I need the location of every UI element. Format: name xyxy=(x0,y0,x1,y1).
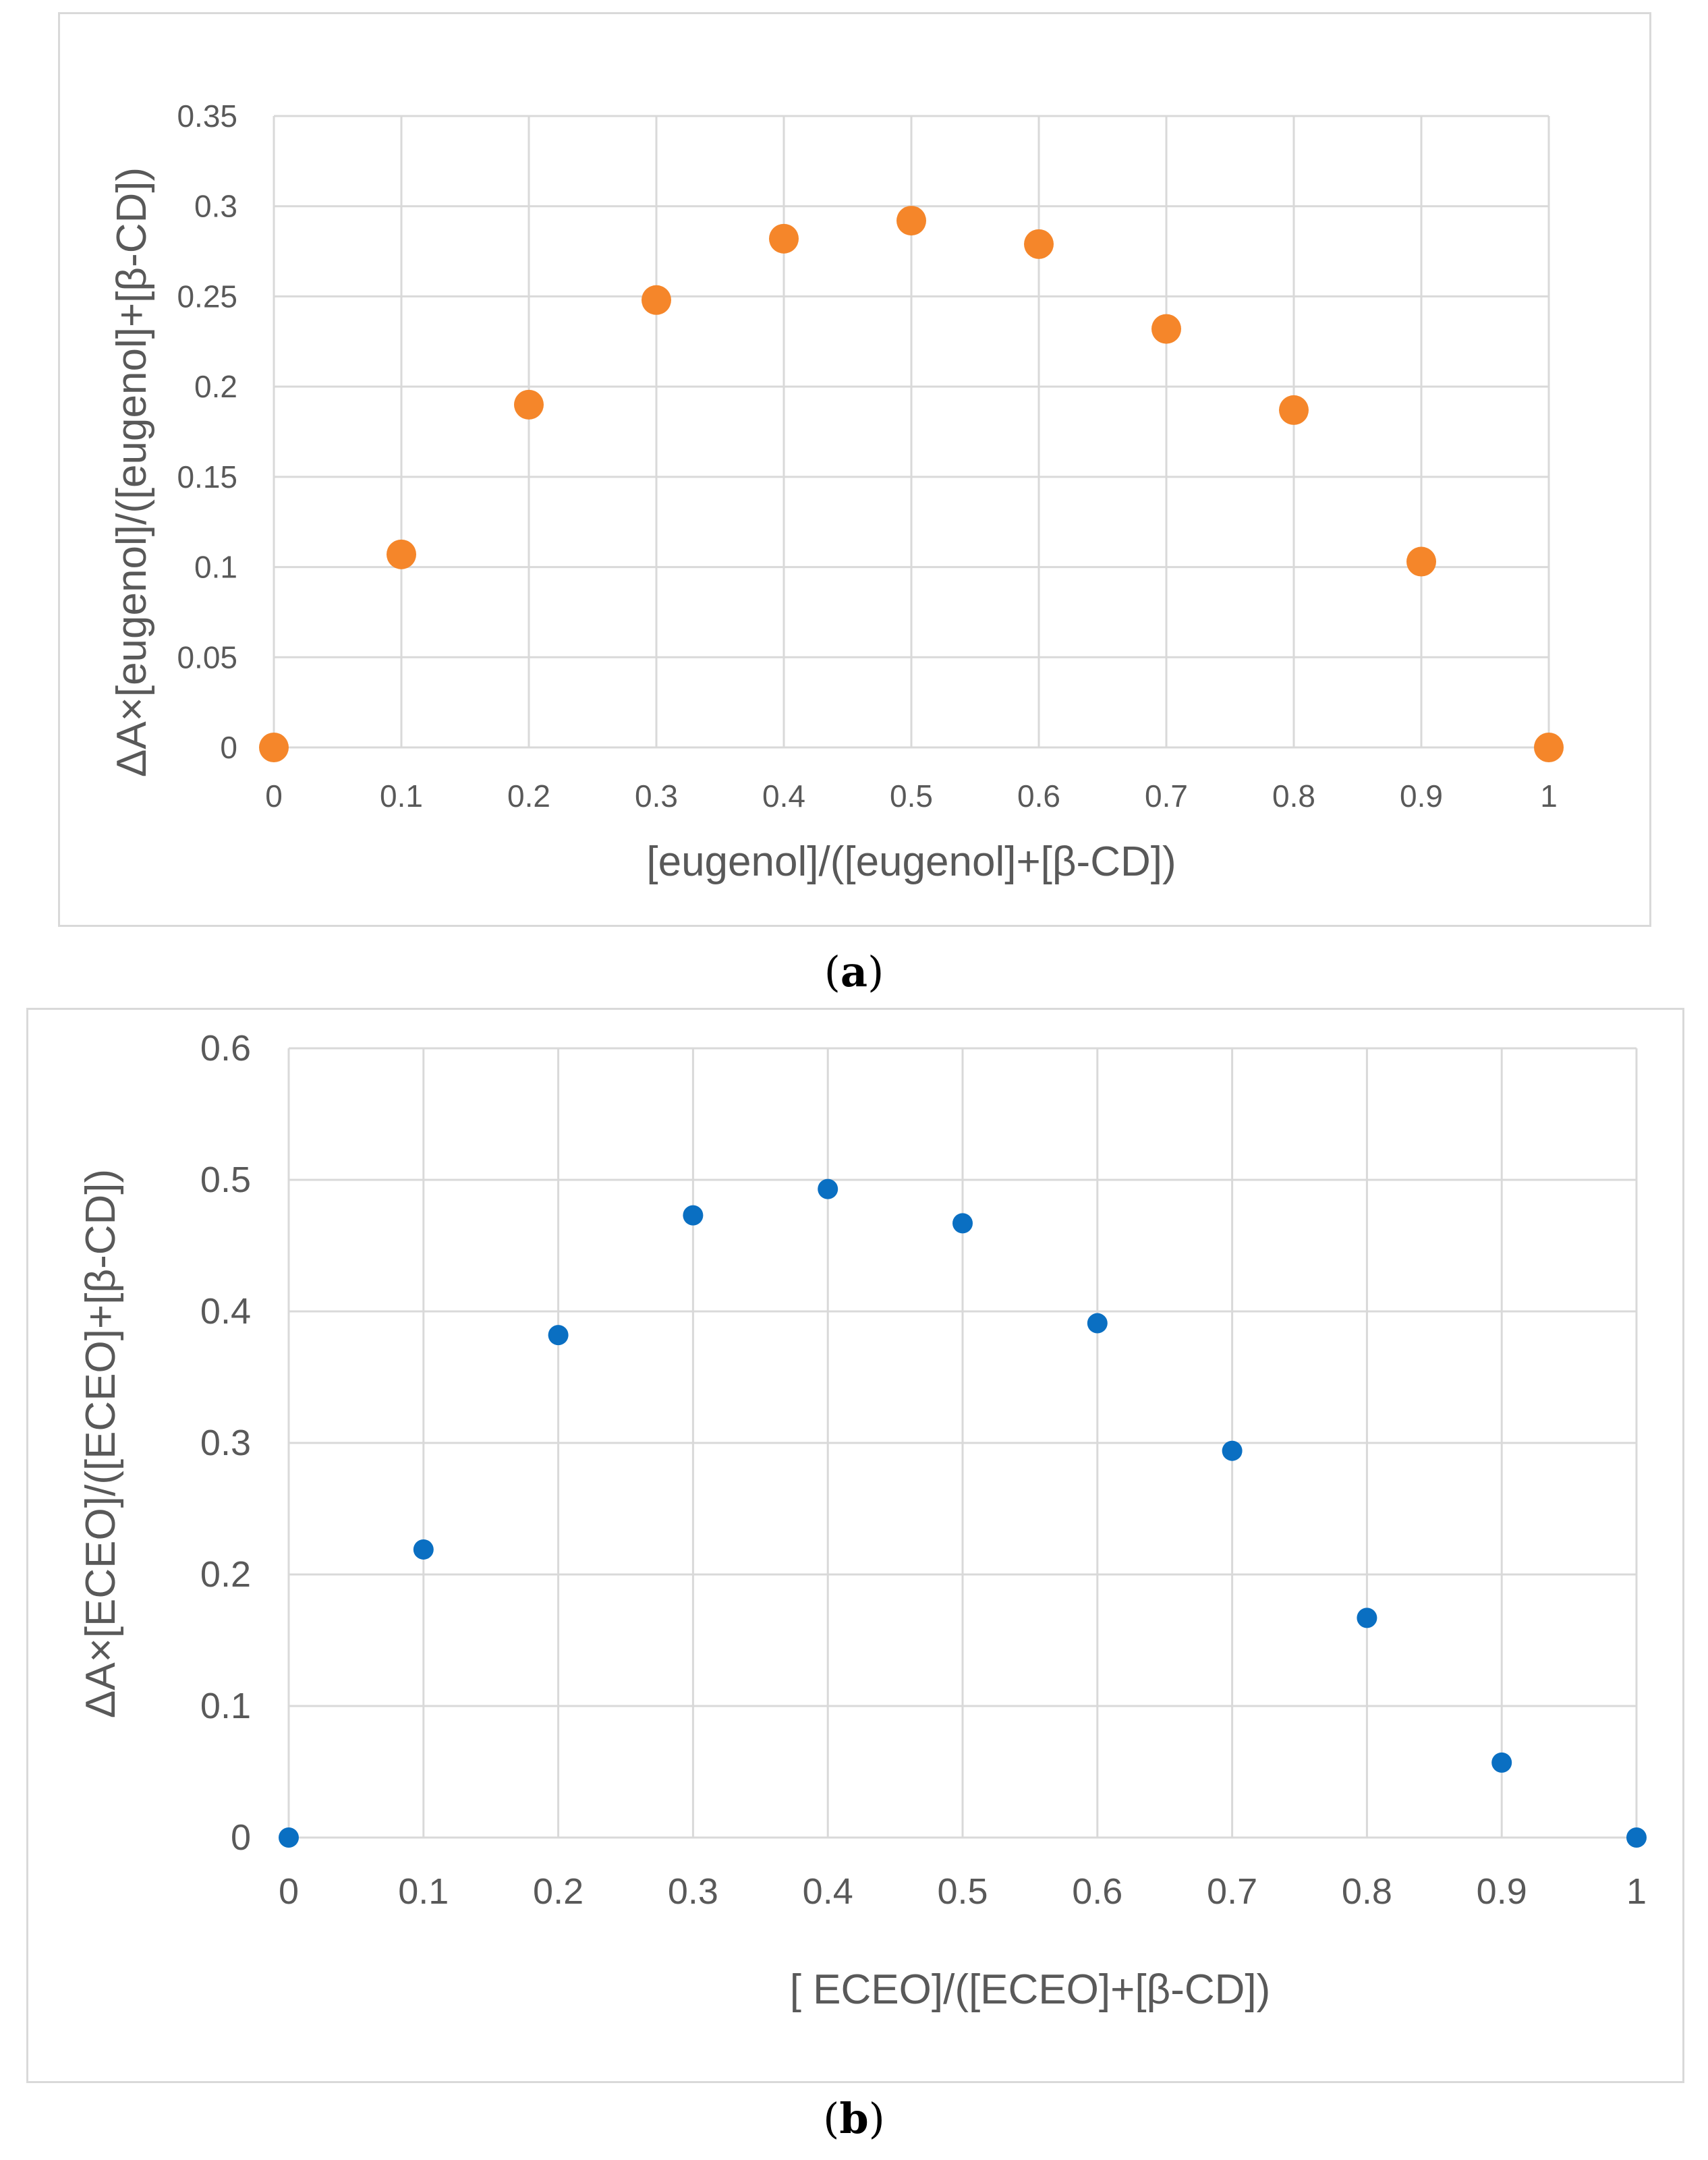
chart-a-points xyxy=(259,206,1564,762)
chart-b-data-point xyxy=(1222,1440,1243,1461)
chart-a-x-tick-label: 0.6 xyxy=(1017,778,1060,814)
chart-a-x-tick-label: 0.9 xyxy=(1400,778,1443,814)
chart-b-x-tick-label: 0.1 xyxy=(398,1871,449,1912)
chart-a-data-point xyxy=(642,285,671,315)
chart-b-x-tick-label: 0.2 xyxy=(533,1871,583,1912)
chart-a-y-tick-label: 0.3 xyxy=(194,189,237,224)
chart-a-data-point xyxy=(1024,229,1054,259)
chart-a-y-tick-label: 0.35 xyxy=(177,98,237,134)
chart-b-x-tick-label: 1 xyxy=(1626,1871,1647,1912)
chart-b-x-tick-label: 0.5 xyxy=(937,1871,988,1912)
chart-a-y-tick-label: 0.25 xyxy=(177,279,237,314)
chart-a-x-tick-label: 0.2 xyxy=(507,778,550,814)
chart-b-data-point xyxy=(413,1539,434,1560)
chart-a-y-tick-label: 0 xyxy=(220,730,237,765)
chart-b-data-point xyxy=(683,1205,704,1226)
chart-a-x-ticks: 0 0.1 0.2 0.3 0.4 0.5 0.6 0.7 0.8 0.9 1 xyxy=(265,778,1558,814)
chart-b-y-tick-label: 0.6 xyxy=(200,1028,251,1069)
chart-a-grid xyxy=(273,115,1550,749)
chart-b-y-tick-label: 0 xyxy=(231,1817,251,1858)
chart-b-data-point xyxy=(952,1213,973,1234)
chart-a-x-axis-label: [eugenol]/([eugenol]+[β-CD]) xyxy=(646,839,1176,885)
chart-a-x-tick-label: 0.8 xyxy=(1272,778,1315,814)
chart-a-y-tick-label: 0.05 xyxy=(177,640,237,675)
chart-a-x-tick-label: 0.4 xyxy=(762,778,805,814)
chart-a: 0 0.05 0.1 0.15 0.2 0.25 0.3 0.35 0 0.1 0.2 0.3 0.4… xyxy=(109,98,1564,885)
chart-b-data-point xyxy=(1626,1827,1647,1848)
chart-a-x-tick-label: 0.5 xyxy=(890,778,933,814)
chart-b-data-point xyxy=(818,1178,838,1199)
panel-a-caption: (a) xyxy=(824,947,884,996)
chart-b-data-point xyxy=(548,1325,569,1346)
chart-b-y-tick-label: 0.5 xyxy=(200,1160,251,1200)
chart-b-x-tick-label: 0.9 xyxy=(1477,1871,1527,1912)
chart-b-data-point xyxy=(1087,1313,1108,1334)
chart-b-x-tick-label: 0.7 xyxy=(1207,1871,1257,1912)
chart-b-data-point xyxy=(1357,1608,1377,1628)
chart-b-points xyxy=(279,1178,1647,1848)
chart-a-y-ticks: 0 0.05 0.1 0.15 0.2 0.25 0.3 0.35 xyxy=(177,98,237,765)
panel-a-label: a xyxy=(840,947,868,996)
chart-b-y-tick-label: 0.2 xyxy=(200,1554,251,1595)
panel-b-label: b xyxy=(839,2094,869,2143)
chart-a-data-point xyxy=(896,206,926,236)
chart-a-x-tick-label: 0.3 xyxy=(635,778,678,814)
chart-b-x-tick-label: 0.6 xyxy=(1072,1871,1122,1912)
chart-a-data-point xyxy=(387,539,416,569)
chart-a-x-tick-label: 0.1 xyxy=(380,778,423,814)
panel-b-caption: (b) xyxy=(823,2094,885,2143)
chart-b-data-point xyxy=(279,1827,299,1848)
chart-b-x-axis-label: [ ECEO]/([ECEO]+[β-CD]) xyxy=(790,1966,1271,2013)
chart-b-x-tick-label: 0 xyxy=(279,1871,299,1912)
chart-a-x-tick-label: 0 xyxy=(265,778,283,814)
chart-b-grid xyxy=(287,1047,1638,1839)
chart-b-x-tick-label: 0.8 xyxy=(1342,1871,1392,1912)
chart-b-y-tick-label: 0.3 xyxy=(200,1423,251,1463)
chart-b-y-axis-label: ΔA×[ECEO]/([ECEO]+[β-CD]) xyxy=(78,1169,124,1718)
chart-b-y-tick-label: 0.4 xyxy=(200,1291,251,1332)
chart-a-y-axis-label: ΔA×[eugenol]/([eugenol]+[β-CD]) xyxy=(109,167,155,777)
chart-a-x-tick-label: 0.7 xyxy=(1145,778,1188,814)
chart-a-y-tick-label: 0.2 xyxy=(194,369,237,404)
chart-a-data-point xyxy=(1406,546,1436,577)
chart-a-data-point xyxy=(1279,395,1309,425)
chart-b-x-tick-label: 0.4 xyxy=(803,1871,853,1912)
chart-a-y-tick-label: 0.15 xyxy=(177,459,237,494)
chart-b-y-ticks: 0 0.1 0.2 0.3 0.4 0.5 0.6 xyxy=(200,1028,251,1858)
chart-a-data-point xyxy=(514,389,544,420)
chart-b-data-point xyxy=(1491,1752,1512,1773)
chart-b-x-tick-label: 0.3 xyxy=(668,1871,718,1912)
chart-b-frame xyxy=(26,1008,1684,2083)
chart-b-x-ticks: 0 0.1 0.2 0.3 0.4 0.5 0.6 0.7 0.8 0.9 1 xyxy=(279,1871,1647,1912)
chart-a-data-point xyxy=(1534,733,1564,762)
chart-a-y-tick-label: 0.1 xyxy=(194,550,237,585)
chart-a-data-point xyxy=(259,733,289,762)
chart-a-data-point xyxy=(769,223,799,254)
chart-b-y-tick-label: 0.1 xyxy=(200,1686,251,1726)
chart-a-data-point xyxy=(1151,314,1181,344)
chart-a-x-tick-label: 1 xyxy=(1540,778,1558,814)
chart-a-frame xyxy=(58,12,1651,927)
